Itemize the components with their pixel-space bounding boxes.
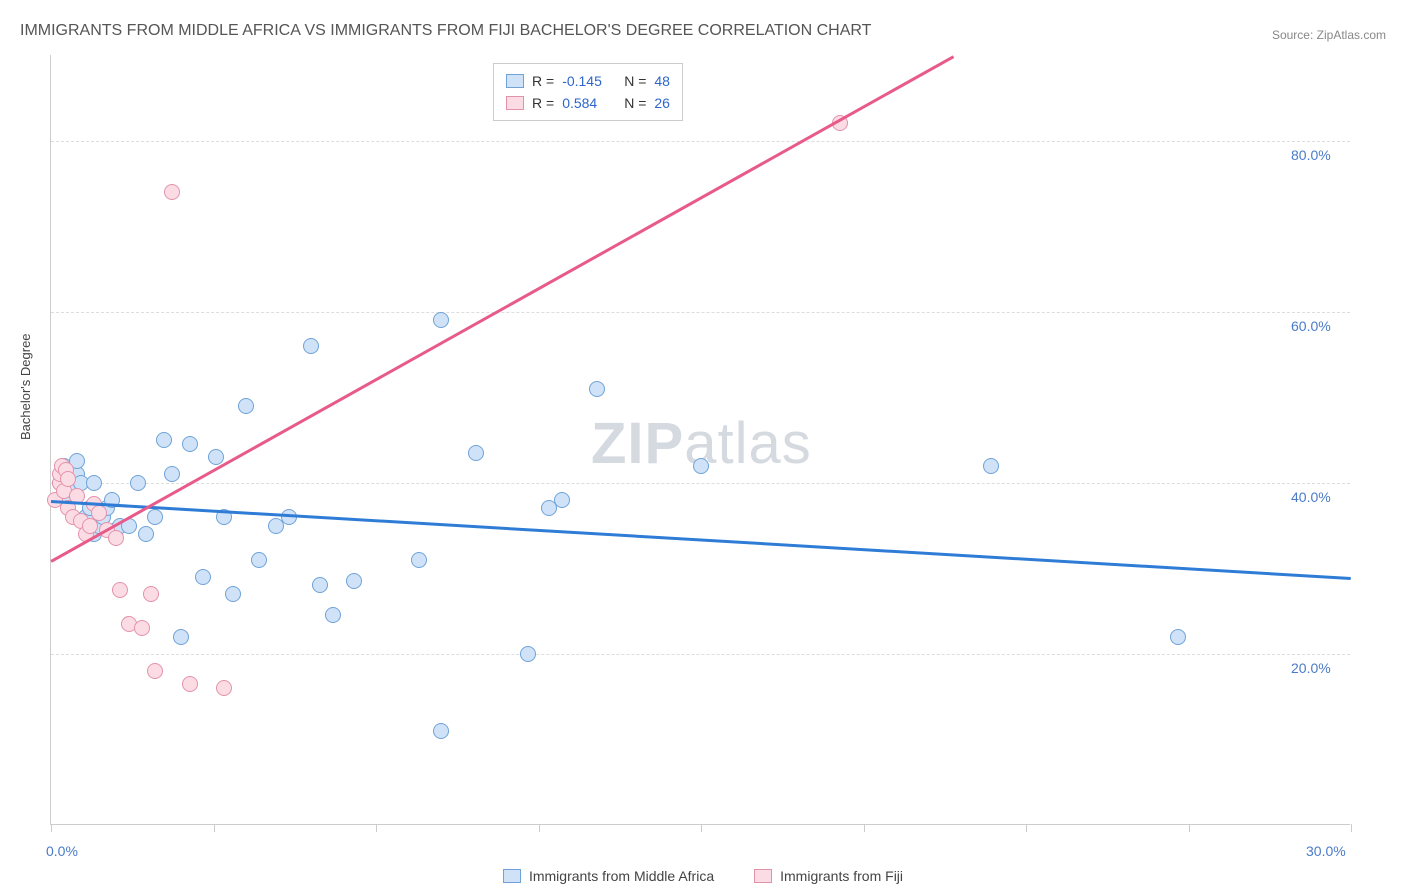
gridline [51,483,1350,484]
data-point [138,526,154,542]
gridline [51,141,1350,142]
x-tick [1189,824,1190,832]
x-tick [1351,824,1352,832]
y-tick-label: 40.0% [1291,489,1331,505]
data-point [312,577,328,593]
n-label: N = [624,73,646,89]
x-tick [864,824,865,832]
data-point [195,569,211,585]
data-point [303,338,319,354]
data-point [1170,629,1186,645]
data-point [108,530,124,546]
y-tick-label: 20.0% [1291,660,1331,676]
r-label: R = [532,73,554,89]
n-value: 48 [654,73,670,89]
x-tick [701,824,702,832]
n-value: 26 [654,95,670,111]
data-point [182,676,198,692]
correlation-legend: R = -0.145 N = 48 R = 0.584 N = 26 [493,63,683,121]
r-value: 0.584 [562,95,616,111]
data-point [112,582,128,598]
data-point [156,432,172,448]
data-point [554,492,570,508]
x-tick [376,824,377,832]
data-point [147,509,163,525]
n-label: N = [624,95,646,111]
legend-swatch [506,96,524,110]
x-tick-label: 30.0% [1306,843,1346,859]
data-point [325,607,341,623]
legend-item: Immigrants from Middle Africa [503,868,714,884]
y-tick-label: 60.0% [1291,318,1331,334]
legend-row: R = 0.584 N = 26 [506,92,670,114]
data-point [147,663,163,679]
data-point [225,586,241,602]
x-tick [214,824,215,832]
x-tick-label: 0.0% [46,843,78,859]
legend-label: Immigrants from Fiji [780,868,903,884]
legend-label: Immigrants from Middle Africa [529,868,714,884]
data-point [433,723,449,739]
chart-title: IMMIGRANTS FROM MIDDLE AFRICA VS IMMIGRA… [20,22,871,40]
data-point [520,646,536,662]
y-tick-label: 80.0% [1291,147,1331,163]
data-point [251,552,267,568]
data-point [468,445,484,461]
data-point [693,458,709,474]
data-point [86,475,102,491]
data-point [164,466,180,482]
data-point [130,475,146,491]
legend-swatch [503,869,521,883]
data-point [173,629,189,645]
x-tick [51,824,52,832]
data-point [134,620,150,636]
r-value: -0.145 [562,73,616,89]
data-point [983,458,999,474]
gridline [51,654,1350,655]
data-point [208,449,224,465]
source-label: Source: ZipAtlas.com [1272,28,1386,42]
gridline [51,312,1350,313]
plot-area: ZIPatlas 20.0%40.0%60.0%80.0%0.0%30.0%R … [50,55,1350,825]
legend-swatch [506,74,524,88]
y-axis-title: Bachelor's Degree [18,333,33,440]
data-point [433,312,449,328]
legend-item: Immigrants from Fiji [754,868,903,884]
legend-bottom: Immigrants from Middle Africa Immigrants … [0,868,1406,884]
data-point [164,184,180,200]
data-point [216,680,232,696]
data-point [143,586,159,602]
data-point [411,552,427,568]
data-point [346,573,362,589]
data-point [589,381,605,397]
x-tick [1026,824,1027,832]
trend-line [50,55,954,562]
data-point [182,436,198,452]
data-point [238,398,254,414]
legend-row: R = -0.145 N = 48 [506,70,670,92]
legend-swatch [754,869,772,883]
data-point [60,471,76,487]
x-tick [539,824,540,832]
r-label: R = [532,95,554,111]
data-point [91,505,107,521]
watermark-bold: ZIP [591,411,684,476]
trend-line [51,500,1351,579]
